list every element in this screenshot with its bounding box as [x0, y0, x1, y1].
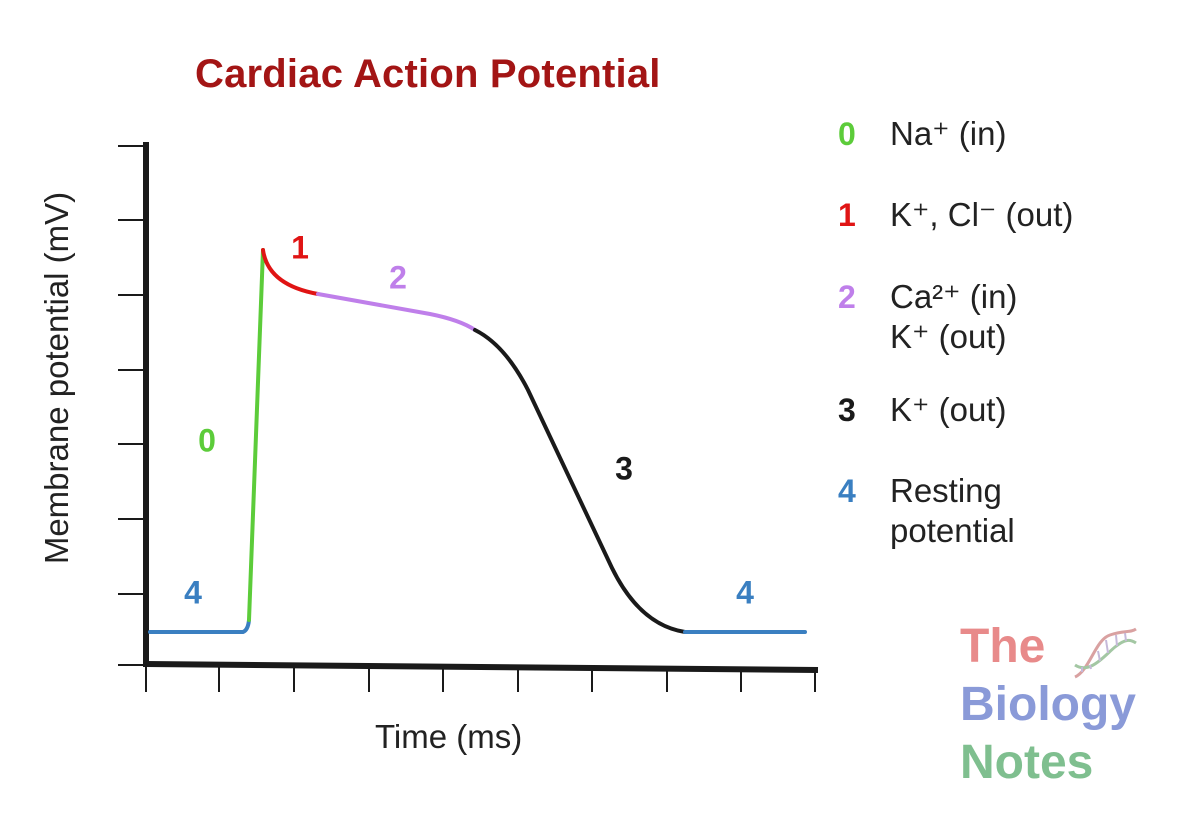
diagram-title: Cardiac Action Potential: [195, 52, 661, 96]
logo-text-biology: Biology: [960, 678, 1136, 731]
legend-number: 2: [838, 279, 856, 315]
legend-number: 0: [838, 116, 856, 152]
phase-1-early-repolarization-segment: [261, 248, 320, 296]
legend-item-phase-3: 3 K⁺ (out): [838, 390, 1006, 430]
legend-text: Ca²⁺ (in): [890, 278, 1018, 315]
phase-label-3: 3: [615, 450, 633, 487]
x-axis: [145, 661, 819, 673]
legend-item-phase-2: 2 Ca²⁺ (in) K⁺ (out): [838, 277, 1017, 357]
legend-item-phase-1: 1 K⁺, Cl⁻ (out): [838, 195, 1073, 235]
legend-text: K⁺ (out): [890, 318, 1007, 355]
phase-label-1: 1: [291, 229, 309, 266]
phase-label-4-left: 4: [184, 574, 202, 611]
legend-item-phase-0: 0 Na⁺ (in): [838, 114, 1006, 154]
legend-text: potential: [890, 512, 1015, 549]
phase-label-4-right: 4: [736, 574, 754, 611]
x-axis-label: Time (ms): [375, 718, 523, 755]
legend-text: K⁺ (out): [890, 391, 1007, 428]
legend-number: 4: [838, 473, 856, 509]
phase-2-plateau-segment: [316, 292, 477, 332]
logo-text-notes: Notes: [960, 736, 1094, 789]
phase-0-depolarization-segment: [247, 248, 265, 622]
phase-4-resting-segment-left: [148, 618, 251, 634]
legend-text: Resting: [890, 472, 1002, 509]
y-ticks: [118, 145, 146, 666]
legend-item-phase-4: 4 Resting potential: [838, 471, 1015, 551]
phase-3-repolarization-segment: [473, 328, 687, 634]
legend-text: Na⁺ (in): [890, 115, 1007, 152]
phase-label-0: 0: [198, 422, 216, 459]
phase-label-2: 2: [389, 259, 407, 296]
logo-text-the: The: [960, 620, 1046, 673]
legend-text: K⁺, Cl⁻ (out): [890, 196, 1074, 233]
legend-number: 1: [838, 197, 856, 233]
x-ticks: [145, 667, 816, 692]
legend-number: 3: [838, 392, 856, 428]
dna-helix-icon: [1074, 627, 1137, 679]
the-biology-notes-logo: The Biology Notes: [960, 618, 1180, 808]
